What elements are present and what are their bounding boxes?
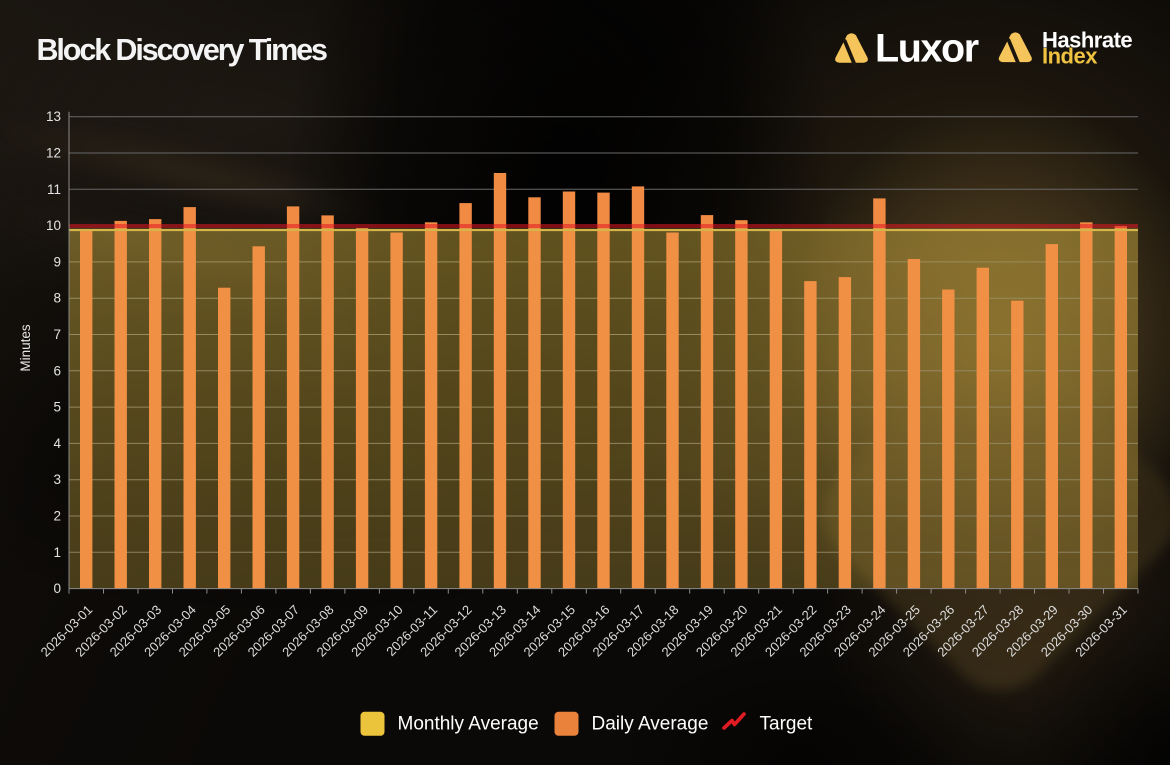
svg-text:4: 4 xyxy=(53,436,61,451)
svg-text:8: 8 xyxy=(53,291,61,306)
svg-text:12: 12 xyxy=(46,146,61,161)
svg-text:Target: Target xyxy=(760,713,814,734)
svg-text:0: 0 xyxy=(53,581,61,596)
svg-text:2: 2 xyxy=(53,509,61,524)
svg-text:9: 9 xyxy=(53,254,61,269)
svg-text:Minutes: Minutes xyxy=(18,324,33,372)
svg-text:13: 13 xyxy=(46,109,61,124)
svg-text:Index: Index xyxy=(1042,44,1098,69)
svg-text:3: 3 xyxy=(53,472,61,487)
svg-text:6: 6 xyxy=(53,363,61,378)
svg-text:Luxor: Luxor xyxy=(875,27,979,71)
svg-text:11: 11 xyxy=(47,182,61,197)
svg-text:10: 10 xyxy=(46,218,61,233)
svg-text:5: 5 xyxy=(53,400,61,415)
svg-text:Monthly Average: Monthly Average xyxy=(398,713,539,734)
svg-text:7: 7 xyxy=(53,327,61,342)
svg-text:Daily Average: Daily Average xyxy=(592,713,709,734)
svg-text:Hashrate: Hashrate xyxy=(1042,27,1132,52)
svg-text:Block Discovery Times: Block Discovery Times xyxy=(37,33,327,67)
svg-text:1: 1 xyxy=(53,545,61,560)
